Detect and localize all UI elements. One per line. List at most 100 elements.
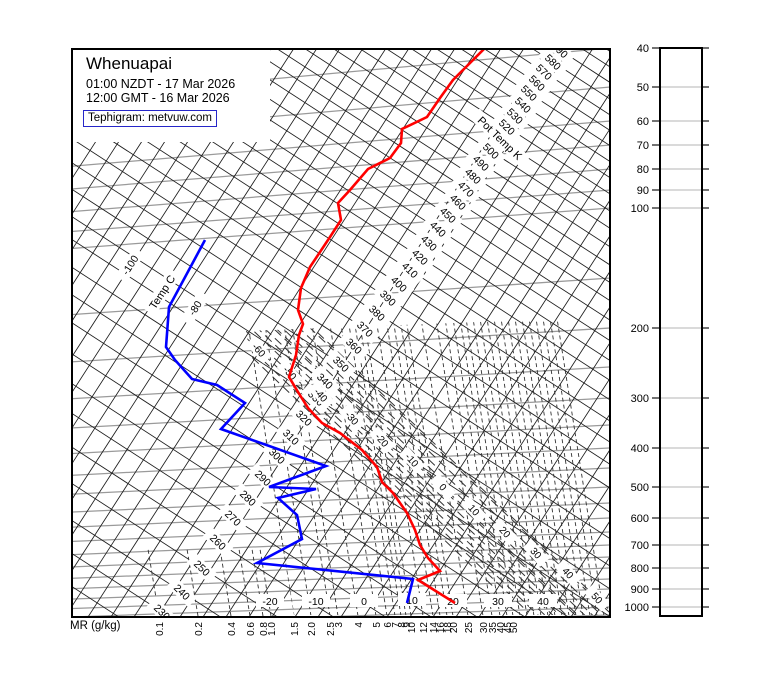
mr-tick-label: 30 [479,622,490,634]
mr-tick-label: 2.5 [326,622,337,636]
svg-text:-20: -20 [262,596,277,608]
mr-tick-label: 40 [496,622,507,634]
pressure-label: 300 [631,393,649,405]
pressure-label: 100 [631,203,649,215]
svg-text:40: 40 [496,622,507,634]
mr-axis-title: MR (g/kg) [70,620,121,632]
bottom-temp-label: -10 [302,594,330,608]
mr-tick-label: 1.0 [267,622,278,636]
mr-tick-label: 3 [334,622,345,628]
svg-text:0.2: 0.2 [194,622,205,636]
pot-temp-label: 280 [232,482,264,514]
svg-text:18: 18 [443,622,454,634]
svg-text:-10: -10 [308,596,323,608]
svg-text:0: 0 [436,482,448,494]
isotherm-label: -80 [180,290,210,326]
pressure-label: 700 [631,540,649,552]
mr-tick-label: 8 [397,622,408,628]
dewpoint-trace [164,239,415,604]
pressure-label: 40 [637,43,649,55]
mr-tick-label: 0.1 [155,622,166,636]
pressure-label: 200 [631,323,649,335]
mr-tick-label: 4 [354,622,365,628]
station-name: Whenuapai [86,54,173,73]
svg-text:40: 40 [537,596,549,608]
svg-text:4: 4 [354,622,365,628]
svg-text:0.8: 0.8 [259,622,270,636]
mr-tick-label: 18 [443,622,454,634]
svg-text:3: 3 [334,622,345,628]
svg-text:30: 30 [492,596,504,608]
pressure-label: 400 [631,443,649,455]
pressure-label: 600 [631,513,649,525]
svg-text:7: 7 [391,622,402,628]
svg-text:1.5: 1.5 [290,622,301,636]
pressure-label: 900 [631,584,649,596]
pot-temp-label: 240 [166,576,198,608]
mr-tick-label: 35 [488,622,499,634]
svg-text:2.5: 2.5 [326,622,337,636]
bottom-temp-label: 10 [398,593,426,607]
svg-text:6: 6 [383,622,394,628]
mr-tick-label: 12 [419,622,430,634]
svg-text:12: 12 [419,622,430,634]
mr-tick-label: 2.0 [307,622,318,636]
svg-text:8: 8 [397,622,408,628]
svg-text:16: 16 [436,622,447,634]
bottom-temp-label: -20 [256,594,284,608]
svg-text:30: 30 [479,622,490,634]
mr-tick-label: 0.2 [194,622,205,636]
mr-tick-label: 9 [402,622,413,628]
bottom-temp-label: 0 [350,594,378,608]
svg-text:0.1: 0.1 [155,622,166,636]
plot-frame [71,48,611,618]
pressure-label: 500 [631,482,649,494]
mr-tick-label: 50 [509,622,520,634]
mr-tick-label: 6 [383,622,394,628]
wind-barb-column [659,47,703,617]
svg-text:5: 5 [372,622,383,628]
bottom-temp-label: 30 [484,594,512,608]
temperature-trace [287,50,485,605]
svg-text:10: 10 [406,595,418,607]
credit-link[interactable]: Tephigram: metvuw.com [83,110,217,127]
mr-tick-label: 45 [503,622,514,634]
pressure-label: 90 [637,185,649,197]
pressure-label: 80 [637,164,649,176]
pressure-label: 1000 [625,602,649,614]
isotherm-gridlines [73,50,609,616]
mr-tick-label: 16 [436,622,447,634]
mr-tick-label: 1.5 [290,622,301,636]
pressure-label: 800 [631,563,649,575]
pressure-label: 50 [637,82,649,94]
utc-time: 12:00 GMT - 16 Mar 2026 [86,90,230,105]
mr-tick-label: 25 [464,622,475,634]
mr-tick-label: 14 [429,622,440,634]
mr-tick-label: 5 [372,622,383,628]
pot-temp-label: 320 [288,402,320,434]
pressure-label: 60 [637,116,649,128]
saturated-adiabat-label: 0 [429,473,457,501]
pot-temp-label: 250 [186,552,218,584]
pot-temp-label: 590 [544,50,576,66]
svg-text:2.0: 2.0 [307,622,318,636]
svg-text:20: 20 [449,622,460,634]
pot-temp-label: 350 [325,348,357,380]
svg-text:0.6: 0.6 [246,622,257,636]
local-time: 01:00 NZDT - 17 Mar 2026 [86,76,236,91]
svg-text:9: 9 [402,622,413,628]
mr-tick-label: 0.6 [246,622,257,636]
svg-text:45: 45 [503,622,514,634]
mr-tick-label: 20 [449,622,460,634]
pressure-label: 70 [637,140,649,152]
mr-tick-label: 0.8 [259,622,270,636]
svg-text:50: 50 [509,622,520,634]
mr-tick-label: 7 [391,622,402,628]
mr-tick-label: 0.4 [227,622,238,636]
svg-text:0.4: 0.4 [227,622,238,636]
mr-tick-label: 10 [407,622,418,634]
svg-text:1.0: 1.0 [267,622,278,636]
